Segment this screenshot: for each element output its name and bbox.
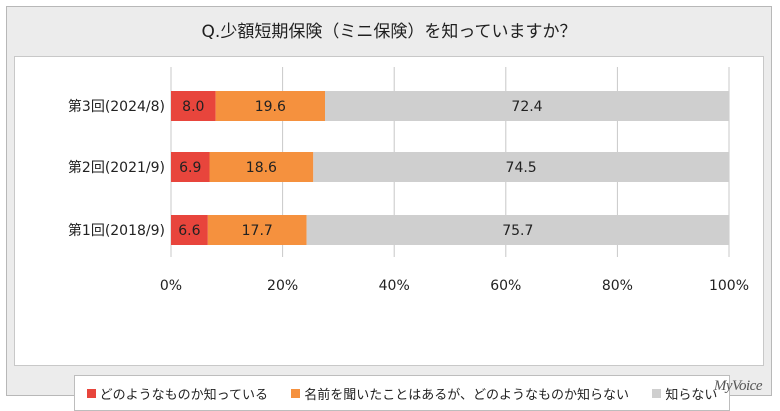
legend-item-heard: 名前を聞いたことはあるが、どのようなものか知らない — [291, 384, 629, 403]
data-label: 72.4 — [511, 99, 542, 115]
legend-swatch-known — [87, 389, 96, 398]
data-label: 6.6 — [178, 223, 200, 239]
legend-item-known: どのようなものか知っている — [87, 384, 268, 403]
x-tick-label: 60% — [490, 278, 521, 294]
x-tick-label: 80% — [602, 278, 633, 294]
x-tick-label: 20% — [267, 278, 298, 294]
legend: どのようなものか知っている 名前を聞いたことはあるが、どのようなものか知らない … — [74, 375, 730, 411]
plot-panel: 第3回(2024/8) 8.0 19.6 72.4 第2回(2021/9) 6.9 18.6… — [14, 56, 764, 366]
legend-label-known: どのようなものか知っている — [100, 384, 268, 403]
legend-item-unknown: 知らない — [652, 384, 717, 403]
data-label: 19.6 — [255, 99, 286, 115]
legend-label-heard: 名前を聞いたことはあるが、どのようなものか知らない — [304, 384, 629, 403]
x-tick-label: 40% — [379, 278, 410, 294]
legend-swatch-unknown — [652, 389, 661, 398]
legend-label-unknown: 知らない — [665, 384, 717, 403]
category-label: 第1回(2018/9) — [68, 222, 165, 239]
x-tick-label: 100% — [709, 278, 749, 294]
category-label: 第3回(2024/8) — [68, 98, 165, 115]
data-label: 17.7 — [242, 223, 273, 239]
data-label: 74.5 — [506, 160, 537, 176]
data-label: 6.9 — [179, 160, 201, 176]
x-tick-label: 0% — [160, 278, 182, 294]
category-label: 第2回(2021/9) — [68, 159, 165, 176]
legend-swatch-heard — [291, 389, 300, 398]
data-label: 75.7 — [502, 223, 533, 239]
bar-chart: 第3回(2024/8) 8.0 19.6 72.4 第2回(2021/9) 6.9 18.6… — [15, 57, 765, 367]
data-label: 18.6 — [246, 160, 277, 176]
brand-logo: MyVoice — [714, 378, 762, 395]
chart-title: Q.少額短期保険（ミニ保険）を知っていますか？ — [6, 6, 772, 52]
data-label: 8.0 — [182, 99, 204, 115]
